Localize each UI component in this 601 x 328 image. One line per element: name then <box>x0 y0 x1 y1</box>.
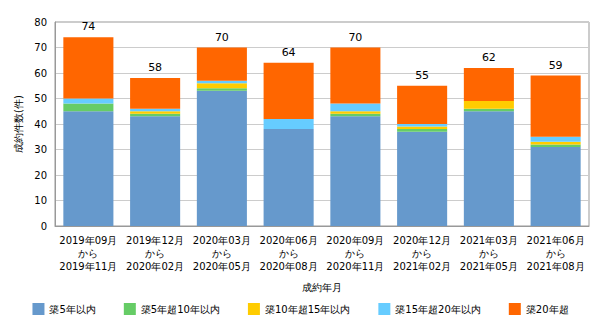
svg-text:2021年02月: 2021年02月 <box>393 261 451 272</box>
svg-text:30: 30 <box>34 144 47 155</box>
svg-text:から: から <box>78 248 98 259</box>
svg-text:2019年09月: 2019年09月 <box>59 235 117 246</box>
svg-text:成約年月: 成約年月 <box>302 282 342 293</box>
svg-text:10: 10 <box>34 195 47 206</box>
svg-text:築10年超15年以内: 築10年超15年以内 <box>265 304 350 315</box>
svg-text:59: 59 <box>549 59 563 72</box>
svg-text:2020年11月: 2020年11月 <box>326 261 384 272</box>
svg-text:から: から <box>345 248 365 259</box>
svg-text:80: 80 <box>34 17 47 28</box>
svg-text:40: 40 <box>34 119 47 130</box>
svg-text:20: 20 <box>34 170 47 181</box>
svg-text:2020年09月: 2020年09月 <box>326 235 384 246</box>
svg-text:2021年05月: 2021年05月 <box>460 261 518 272</box>
svg-text:2020年06月: 2020年06月 <box>260 235 318 246</box>
svg-text:70: 70 <box>215 31 229 44</box>
svg-text:2019年11月: 2019年11月 <box>59 261 117 272</box>
svg-text:から: から <box>145 248 165 259</box>
svg-text:2020年12月: 2020年12月 <box>393 235 451 246</box>
svg-text:から: から <box>546 248 566 259</box>
svg-text:70: 70 <box>34 42 47 53</box>
svg-text:55: 55 <box>415 69 429 82</box>
svg-text:60: 60 <box>34 68 47 79</box>
svg-text:2021年08月: 2021年08月 <box>527 261 585 272</box>
svg-text:2020年08月: 2020年08月 <box>260 261 318 272</box>
svg-text:から: から <box>212 248 232 259</box>
svg-text:58: 58 <box>148 61 162 74</box>
svg-text:成約件数(件): 成約件数(件) <box>13 95 24 153</box>
svg-text:築5年超10年以内: 築5年超10年以内 <box>141 304 220 315</box>
svg-text:2021年03月: 2021年03月 <box>460 235 518 246</box>
svg-text:70: 70 <box>348 31 362 44</box>
svg-text:62: 62 <box>482 51 496 64</box>
svg-text:2019年12月: 2019年12月 <box>126 235 184 246</box>
svg-text:2020年02月: 2020年02月 <box>126 261 184 272</box>
svg-text:64: 64 <box>282 46 296 59</box>
svg-text:から: から <box>479 248 499 259</box>
svg-text:2021年06月: 2021年06月 <box>527 235 585 246</box>
svg-text:50: 50 <box>34 93 47 104</box>
svg-text:築5年以内: 築5年以内 <box>49 304 95 315</box>
svg-text:から: から <box>279 248 299 259</box>
svg-text:築20年超: 築20年超 <box>526 304 569 315</box>
svg-text:から: から <box>412 248 432 259</box>
svg-text:2020年05月: 2020年05月 <box>193 261 251 272</box>
svg-text:築15年超20年以内: 築15年超20年以内 <box>395 304 480 315</box>
svg-text:2020年03月: 2020年03月 <box>193 235 251 246</box>
svg-text:0: 0 <box>41 221 47 232</box>
svg-text:74: 74 <box>81 20 95 33</box>
